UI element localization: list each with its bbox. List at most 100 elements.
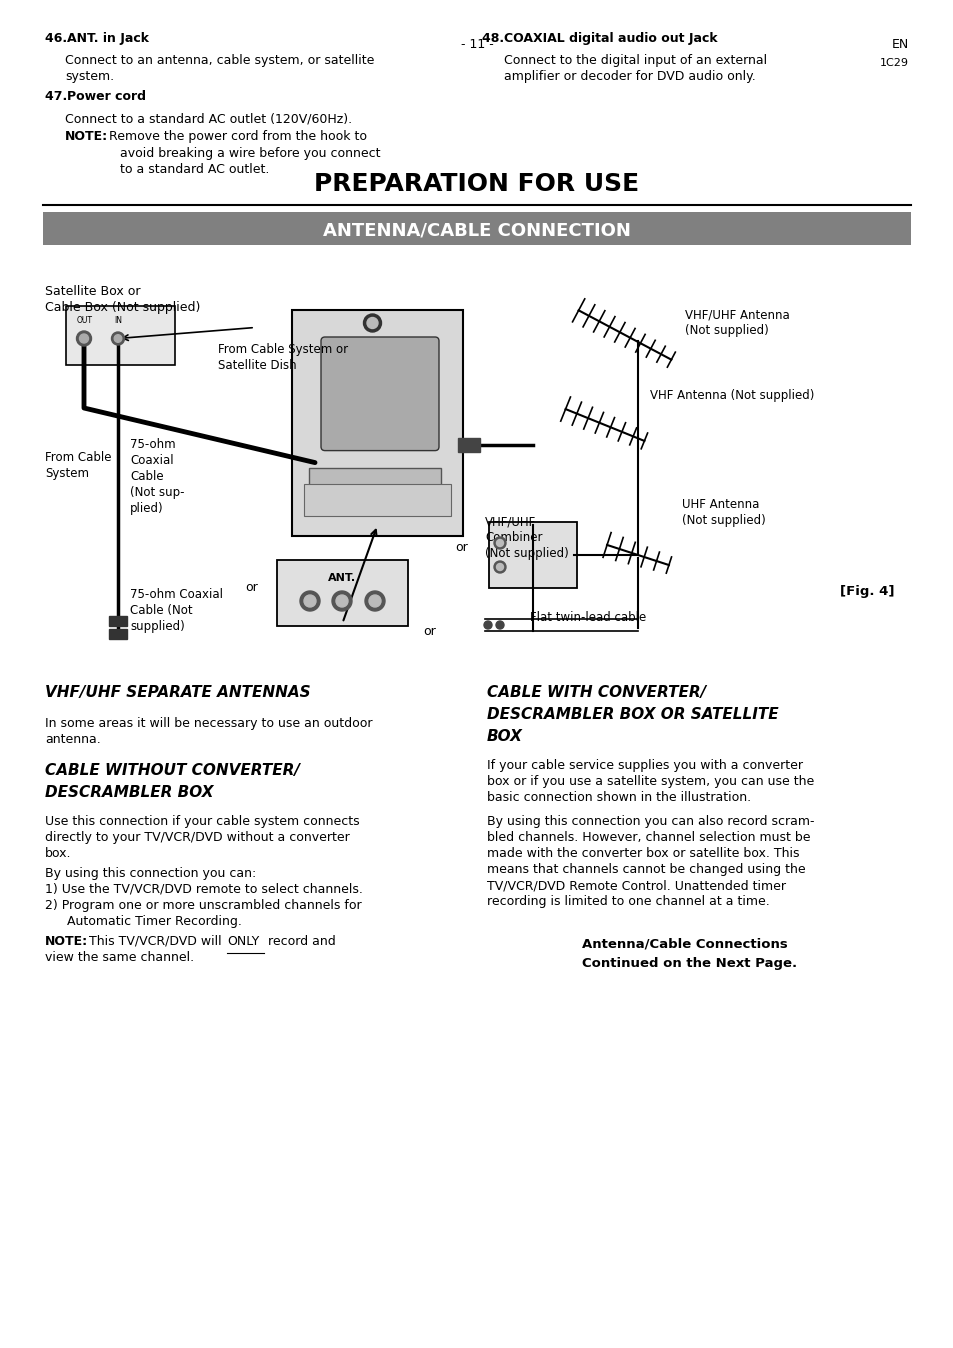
Text: antenna.: antenna. <box>45 733 101 745</box>
Text: Power cord: Power cord <box>67 90 146 102</box>
Text: or: or <box>456 541 468 554</box>
Text: Use this connection if your cable system connects: Use this connection if your cable system… <box>45 816 359 828</box>
Circle shape <box>496 539 503 546</box>
Text: ANT. in Jack: ANT. in Jack <box>67 32 149 44</box>
Text: Coaxial: Coaxial <box>130 454 173 466</box>
Text: From Cable System or: From Cable System or <box>218 342 348 356</box>
Text: IN: IN <box>113 315 122 325</box>
Text: or: or <box>245 581 258 594</box>
Text: BOX: BOX <box>486 729 522 744</box>
Text: VHF/UHF Antenna: VHF/UHF Antenna <box>684 307 789 321</box>
Circle shape <box>299 590 319 611</box>
Text: (Not supplied): (Not supplied) <box>484 547 568 559</box>
Text: Cable: Cable <box>130 470 164 483</box>
Text: system.: system. <box>65 70 114 84</box>
Circle shape <box>494 537 505 549</box>
Text: NOTE:: NOTE: <box>45 936 88 948</box>
FancyBboxPatch shape <box>276 559 408 625</box>
Circle shape <box>363 314 381 332</box>
Circle shape <box>335 594 348 607</box>
Text: Combiner: Combiner <box>484 531 542 545</box>
Circle shape <box>483 621 492 630</box>
Text: Satellite Dish: Satellite Dish <box>218 359 296 372</box>
Circle shape <box>332 590 352 611</box>
Text: EN: EN <box>891 39 908 51</box>
Circle shape <box>79 334 89 342</box>
Text: UHF Antenna: UHF Antenna <box>681 497 759 511</box>
Text: recording is limited to one channel at a time.: recording is limited to one channel at a… <box>486 895 769 909</box>
Circle shape <box>114 334 122 342</box>
Text: amplifier or decoder for DVD audio only.: amplifier or decoder for DVD audio only. <box>503 70 755 84</box>
Text: CABLE WITH CONVERTER/: CABLE WITH CONVERTER/ <box>486 685 705 700</box>
Text: bled channels. However, channel selection must be: bled channels. However, channel selectio… <box>486 830 810 844</box>
Text: or: or <box>423 625 436 638</box>
Bar <box>457 438 479 452</box>
Text: 1) Use the TV/VCR/DVD remote to select channels.: 1) Use the TV/VCR/DVD remote to select c… <box>45 883 362 896</box>
Text: By using this connection you can:: By using this connection you can: <box>45 867 256 880</box>
Text: Automatic Timer Recording.: Automatic Timer Recording. <box>67 915 242 927</box>
Circle shape <box>494 561 505 573</box>
Circle shape <box>76 332 91 346</box>
Text: Antenna/Cable Connections: Antenna/Cable Connections <box>581 937 787 950</box>
Text: 46.: 46. <box>45 32 71 44</box>
Text: From Cable: From Cable <box>45 452 112 464</box>
Text: (Not supplied): (Not supplied) <box>684 324 768 337</box>
Text: VHF/UHF: VHF/UHF <box>484 515 536 528</box>
Text: VHF Antenna (Not supplied): VHF Antenna (Not supplied) <box>649 390 814 402</box>
Text: view the same channel.: view the same channel. <box>45 950 193 964</box>
Text: This TV/VCR/DVD will: This TV/VCR/DVD will <box>85 936 226 948</box>
Text: box.: box. <box>45 847 71 860</box>
Text: Continued on the Next Page.: Continued on the Next Page. <box>581 957 797 971</box>
Bar <box>109 630 127 639</box>
Text: Connect to an antenna, cable system, or satellite: Connect to an antenna, cable system, or … <box>65 54 374 67</box>
FancyBboxPatch shape <box>489 522 577 588</box>
Text: Connect to a standard AC outlet (120V/60Hz).: Connect to a standard AC outlet (120V/60… <box>65 112 352 125</box>
Text: ANT.: ANT. <box>328 573 356 582</box>
Text: Remove the power cord from the hook to: Remove the power cord from the hook to <box>105 129 367 143</box>
Text: ANTENNA/CABLE CONNECTION: ANTENNA/CABLE CONNECTION <box>323 221 630 240</box>
Text: 1C29: 1C29 <box>879 58 908 67</box>
FancyBboxPatch shape <box>320 337 438 450</box>
Text: directly to your TV/VCR/DVD without a converter: directly to your TV/VCR/DVD without a co… <box>45 830 350 844</box>
Text: means that channels cannot be changed using the: means that channels cannot be changed us… <box>486 863 804 876</box>
Text: In some areas it will be necessary to use an outdoor: In some areas it will be necessary to us… <box>45 717 372 731</box>
Bar <box>109 616 127 625</box>
Text: [Fig. 4]: [Fig. 4] <box>840 585 894 599</box>
Text: Cable Box (Not supplied): Cable Box (Not supplied) <box>45 301 200 314</box>
Text: If your cable service supplies you with a converter: If your cable service supplies you with … <box>486 759 802 772</box>
Text: 75-ohm: 75-ohm <box>130 438 175 452</box>
Text: Satellite Box or: Satellite Box or <box>45 284 140 298</box>
Text: ONLY: ONLY <box>227 936 259 948</box>
Text: record and: record and <box>264 936 335 948</box>
Text: plied): plied) <box>130 501 164 515</box>
Circle shape <box>496 563 503 570</box>
Text: Connect to the digital input of an external: Connect to the digital input of an exter… <box>503 54 766 67</box>
Text: DESCRAMBLER BOX: DESCRAMBLER BOX <box>45 785 213 799</box>
Circle shape <box>369 594 380 607</box>
Text: TV/VCR/DVD Remote Control. Unattended timer: TV/VCR/DVD Remote Control. Unattended ti… <box>486 879 785 892</box>
Text: 2) Program one or more unscrambled channels for: 2) Program one or more unscrambled chann… <box>45 899 361 913</box>
Text: Flat twin-lead cable: Flat twin-lead cable <box>530 611 645 624</box>
Text: box or if you use a satellite system, you can use the: box or if you use a satellite system, yo… <box>486 775 814 789</box>
FancyBboxPatch shape <box>304 484 451 516</box>
Text: COAXIAL digital audio out Jack: COAXIAL digital audio out Jack <box>503 32 717 44</box>
Text: - 11 -: - 11 - <box>460 39 493 51</box>
FancyBboxPatch shape <box>43 212 910 245</box>
Circle shape <box>496 621 503 630</box>
Text: DESCRAMBLER BOX OR SATELLITE: DESCRAMBLER BOX OR SATELLITE <box>486 706 778 723</box>
Circle shape <box>112 332 125 345</box>
Text: supplied): supplied) <box>130 620 185 634</box>
Text: CABLE WITHOUT CONVERTER/: CABLE WITHOUT CONVERTER/ <box>45 763 299 778</box>
Circle shape <box>367 318 377 329</box>
Text: By using this connection you can also record scram-: By using this connection you can also re… <box>486 816 814 828</box>
Text: 75-ohm Coaxial: 75-ohm Coaxial <box>130 588 223 601</box>
Text: Cable (Not: Cable (Not <box>130 604 193 617</box>
Text: to a standard AC outlet.: to a standard AC outlet. <box>120 163 269 177</box>
FancyBboxPatch shape <box>292 310 462 537</box>
Text: 47.: 47. <box>45 90 71 102</box>
Text: basic connection shown in the illustration.: basic connection shown in the illustrati… <box>486 791 750 803</box>
Circle shape <box>304 594 315 607</box>
Text: NOTE:: NOTE: <box>65 129 108 143</box>
FancyBboxPatch shape <box>309 468 440 489</box>
Text: (Not supplied): (Not supplied) <box>681 514 765 527</box>
